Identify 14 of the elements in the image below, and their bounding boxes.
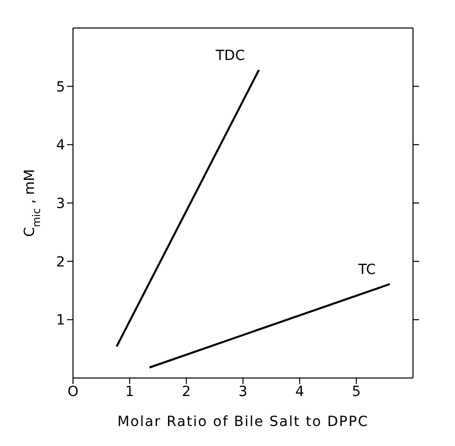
- x-tick-label: 1: [125, 384, 134, 400]
- x-axis-title: Molar Ratio of Bile Salt to DPPC: [117, 414, 369, 430]
- y-tick-label: 4: [56, 138, 66, 154]
- series-label: TC: [357, 262, 376, 278]
- y-tick-label: 2: [56, 254, 65, 270]
- x-tick-label: 2: [182, 384, 191, 400]
- y-tick-label: 3: [56, 196, 65, 212]
- x-tick-label: 5: [352, 384, 361, 400]
- series-label: TDC: [214, 48, 246, 64]
- x-tick-label: O: [67, 384, 79, 400]
- y-tick-label: 1: [56, 312, 65, 329]
- x-tick-label: 4: [295, 384, 304, 400]
- y-tick-label: 5: [56, 79, 65, 96]
- x-tick-label: 3: [238, 384, 248, 400]
